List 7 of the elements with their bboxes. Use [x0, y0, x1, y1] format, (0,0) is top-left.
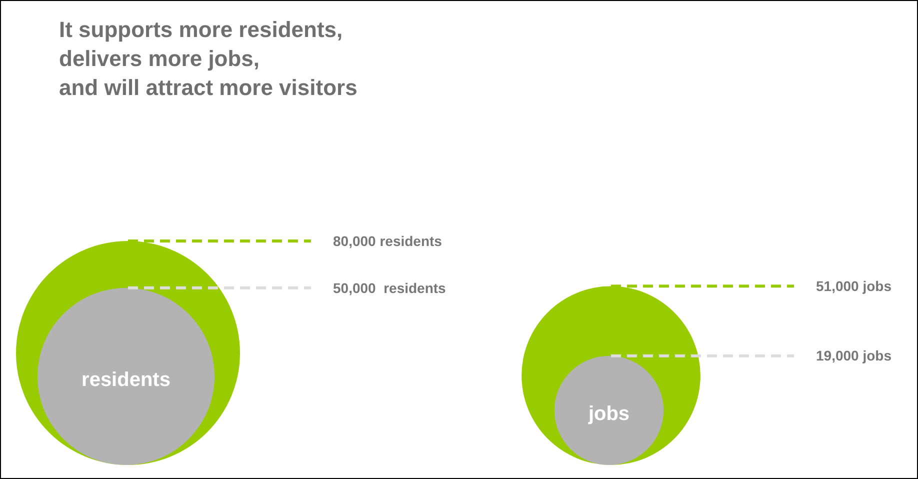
data-label: 80,000 residents: [333, 232, 442, 249]
data-label: 19,000 jobs: [816, 348, 892, 364]
data-label: 50,000 residents: [333, 280, 446, 296]
data-label: 51,000 jobs: [816, 278, 892, 294]
text: It supports more residents, delivers more jobs, and will attract more visitors: [59, 16, 358, 102]
category-label: residents: [82, 368, 170, 391]
category-label: jobs: [587, 402, 630, 425]
